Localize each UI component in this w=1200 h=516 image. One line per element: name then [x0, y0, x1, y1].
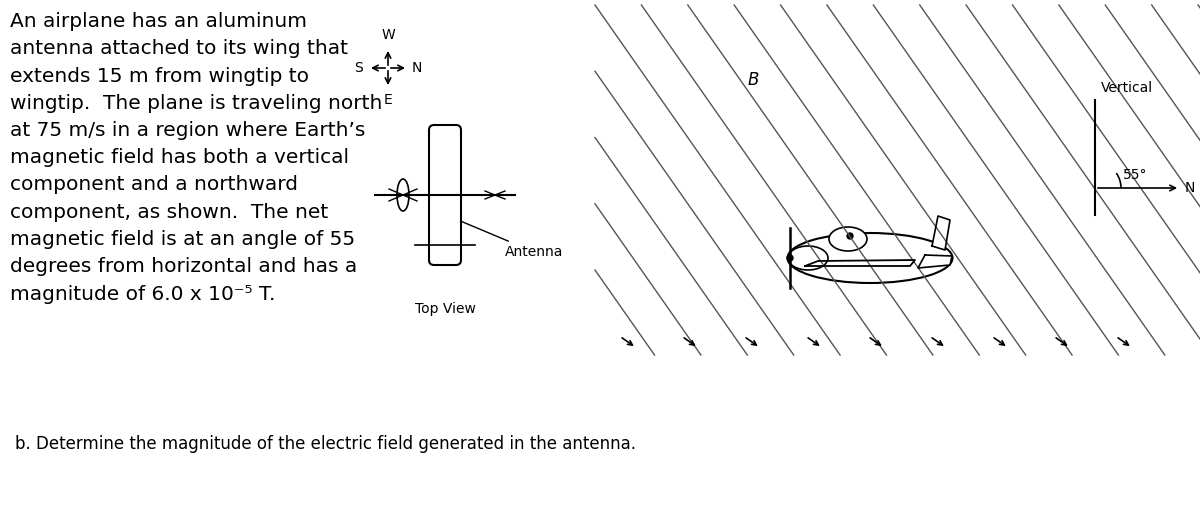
Text: N: N: [1186, 181, 1195, 195]
Ellipse shape: [397, 179, 409, 211]
Ellipse shape: [787, 233, 953, 283]
Text: Antenna: Antenna: [461, 221, 563, 259]
Text: An airplane has an aluminum
antenna attached to its wing that
extends 15 m from : An airplane has an aluminum antenna atta…: [10, 12, 383, 303]
Polygon shape: [805, 260, 916, 266]
Ellipse shape: [847, 233, 853, 239]
Text: B: B: [748, 71, 760, 89]
Text: b. Determine the magnitude of the electric field generated in the antenna.: b. Determine the magnitude of the electr…: [14, 435, 636, 453]
FancyBboxPatch shape: [430, 125, 461, 265]
Text: Vertical: Vertical: [1102, 81, 1153, 95]
Text: E: E: [384, 93, 392, 107]
Ellipse shape: [788, 246, 828, 270]
Text: S: S: [354, 61, 364, 75]
Text: W: W: [382, 28, 395, 42]
Ellipse shape: [787, 255, 793, 261]
Text: 55°: 55°: [1123, 168, 1147, 182]
Polygon shape: [932, 216, 950, 250]
Text: N: N: [412, 61, 422, 75]
Text: Top View: Top View: [414, 302, 475, 316]
Polygon shape: [918, 255, 952, 268]
Ellipse shape: [829, 227, 866, 251]
